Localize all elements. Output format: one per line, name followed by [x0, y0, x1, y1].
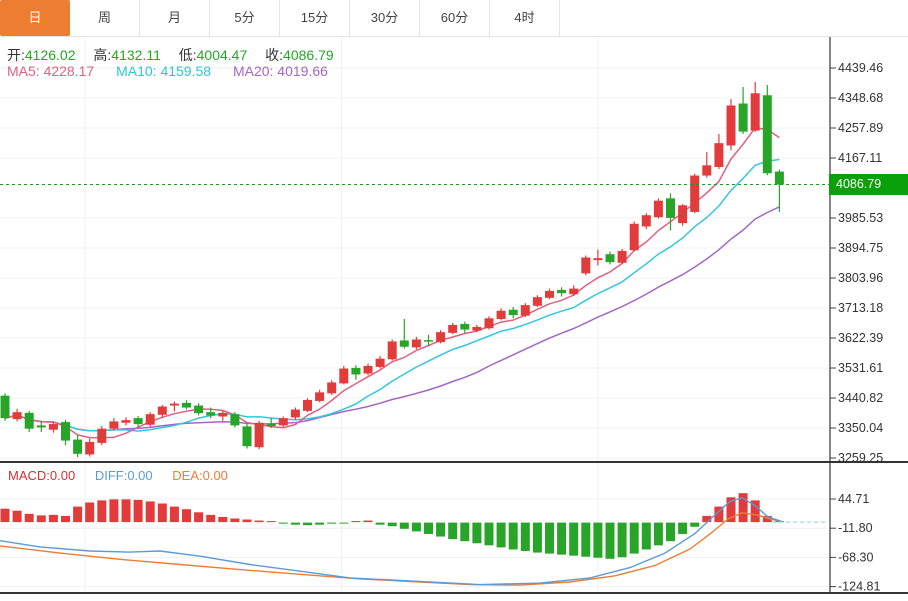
- tab-weekly[interactable]: 周: [70, 0, 140, 36]
- svg-text:3803.96: 3803.96: [838, 271, 883, 285]
- close-label: 收:: [265, 47, 284, 63]
- svg-text:3350.04: 3350.04: [838, 421, 883, 435]
- ma5-value: MA5: 4228.17: [7, 63, 95, 79]
- low-value: 4004.47: [196, 47, 248, 63]
- close-value: 4086.79: [283, 47, 334, 63]
- svg-text:3985.53: 3985.53: [838, 211, 883, 225]
- ma20-line: [4, 206, 780, 432]
- macd-legend: MACD:0.00 DIFF:0.00 DEA:0.00: [8, 468, 228, 483]
- candlestick-series: [0, 82, 784, 458]
- tab-5min[interactable]: 5分: [210, 0, 280, 36]
- macd-histogram: [0, 493, 784, 559]
- svg-text:4348.68: 4348.68: [838, 91, 883, 105]
- ma5-line: [4, 127, 780, 439]
- svg-text:44.71: 44.71: [838, 492, 869, 506]
- ma10-value: MA10: 4159.58: [116, 63, 212, 79]
- high-value: 4132.11: [111, 47, 161, 63]
- tab-daily[interactable]: 日: [0, 0, 70, 36]
- current-price-badge: 4086.79: [829, 174, 908, 195]
- svg-text:3622.39: 3622.39: [838, 331, 883, 345]
- ohlc-legend: 开:4126.02 高:4132.11 低:4004.47 收:4086.79: [7, 45, 348, 65]
- ma10-line: [4, 158, 780, 432]
- open-label: 开:: [7, 47, 25, 63]
- svg-text:3713.18: 3713.18: [838, 301, 883, 315]
- svg-text:3440.82: 3440.82: [838, 391, 883, 405]
- dea-line: [0, 512, 783, 586]
- svg-text:4439.46: 4439.46: [838, 61, 883, 75]
- svg-text:-11.80: -11.80: [838, 521, 873, 535]
- low-label: 低:: [178, 47, 197, 63]
- open-value: 4126.02: [24, 47, 76, 63]
- svg-text:3259.25: 3259.25: [838, 451, 883, 465]
- tab-monthly[interactable]: 月: [140, 0, 210, 36]
- svg-text:4257.89: 4257.89: [838, 121, 883, 135]
- svg-text:4167.11: 4167.11: [838, 151, 882, 165]
- macd-value: MACD:0.00: [8, 468, 76, 483]
- tab-4hour[interactable]: 4时: [490, 0, 560, 36]
- ma-legend: MA5: 4228.17 MA10: 4159.58 MA20: 4019.66: [7, 63, 328, 79]
- svg-text:3894.75: 3894.75: [838, 241, 883, 255]
- diff-line: [0, 497, 783, 586]
- svg-text:-124.81: -124.81: [838, 580, 880, 594]
- dea-value: DEA:0.00: [172, 468, 228, 483]
- price-axis-labels: 4439.46 4348.68 4257.89 4167.11 3985.53 3894.…: [830, 61, 883, 594]
- high-label: 高:: [93, 47, 112, 63]
- diff-value: DIFF:0.00: [94, 468, 153, 483]
- svg-text:-68.30: -68.30: [838, 550, 873, 564]
- svg-text:3531.61: 3531.61: [838, 361, 883, 375]
- period-tabbar: 日 周 月 5分 15分 30分 60分 4时: [0, 0, 908, 37]
- tab-30min[interactable]: 30分: [350, 0, 420, 36]
- ma20-value: MA20: 4019.66: [232, 63, 328, 79]
- tab-15min[interactable]: 15分: [280, 0, 350, 36]
- tab-60min[interactable]: 60分: [420, 0, 490, 36]
- tabbar-filler: [560, 0, 908, 36]
- panel-borders: [0, 37, 908, 594]
